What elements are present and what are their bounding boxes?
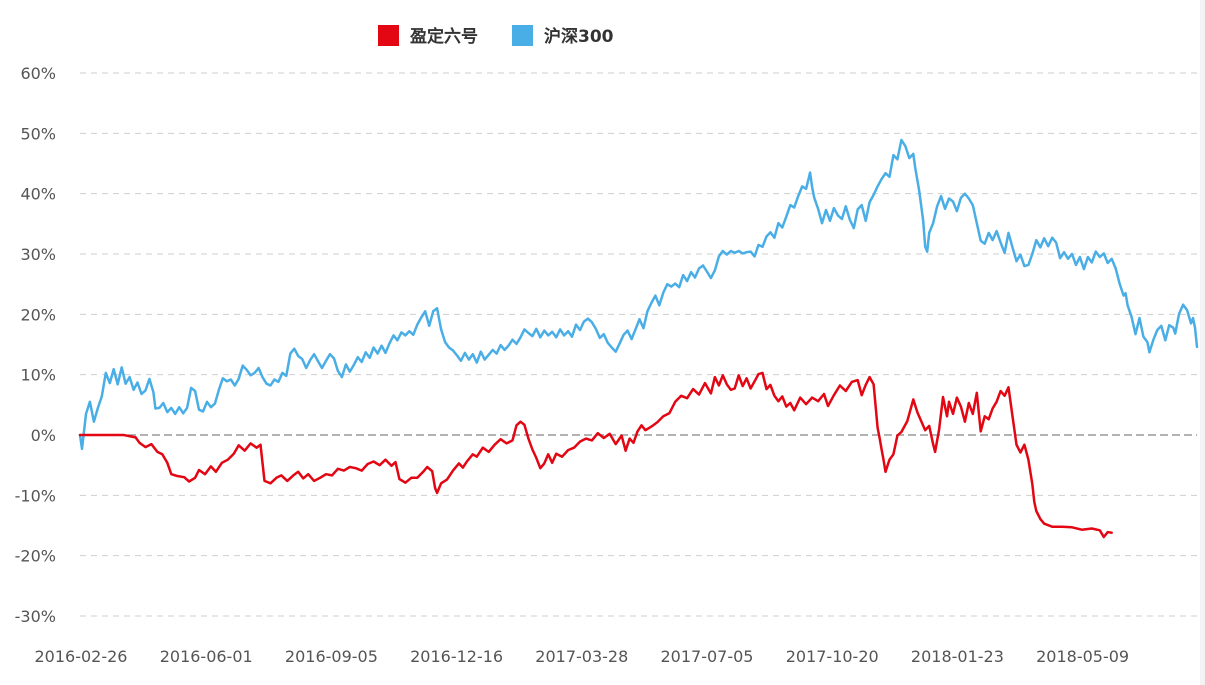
y-tick-label: 10% [20, 366, 56, 385]
y-tick-label: 0% [31, 426, 56, 445]
series-line-1 [78, 138, 1199, 451]
grid-lines [80, 72, 1197, 617]
series-lines [78, 138, 1199, 539]
x-tick-label: 2016-06-01 [160, 647, 253, 666]
x-tick-label: 2016-12-16 [410, 647, 503, 666]
legend-label-series-1: 沪深300 [544, 26, 614, 47]
y-tick-label: -30% [15, 607, 56, 626]
x-tick-label: 2018-05-09 [1036, 647, 1129, 666]
legend-swatch-series-0 [378, 25, 399, 46]
x-tick-label: 2017-10-20 [786, 647, 879, 666]
x-axis-tick-labels: 2016-02-26 2016-06-01 2016-09-05 2016-12-16… [35, 647, 1130, 666]
x-tick-label: 2017-07-05 [661, 647, 754, 666]
right-edge-strip [1200, 0, 1205, 685]
legend-swatch-series-1 [512, 25, 533, 46]
y-tick-label: -10% [15, 486, 56, 505]
y-tick-label: 20% [20, 305, 56, 324]
y-tick-label: 30% [20, 245, 56, 264]
x-tick-label: 2016-09-05 [285, 647, 378, 666]
y-tick-label: 40% [20, 185, 56, 204]
legend: 盈定六号 沪深300 [378, 25, 614, 47]
x-tick-label: 2016-02-26 [35, 647, 128, 666]
y-tick-label: 60% [20, 64, 56, 83]
x-tick-label: 2017-03-28 [535, 647, 628, 666]
y-tick-label: -20% [15, 547, 56, 566]
y-tick-label: 50% [20, 124, 56, 143]
legend-label-series-0: 盈定六号 [409, 26, 478, 47]
y-axis-tick-labels: 60% 50% 40% 30% 20% 10% 0% -10% -20% -30% [15, 64, 56, 626]
x-tick-label: 2018-01-23 [911, 647, 1004, 666]
series-line-0 [78, 371, 1113, 539]
